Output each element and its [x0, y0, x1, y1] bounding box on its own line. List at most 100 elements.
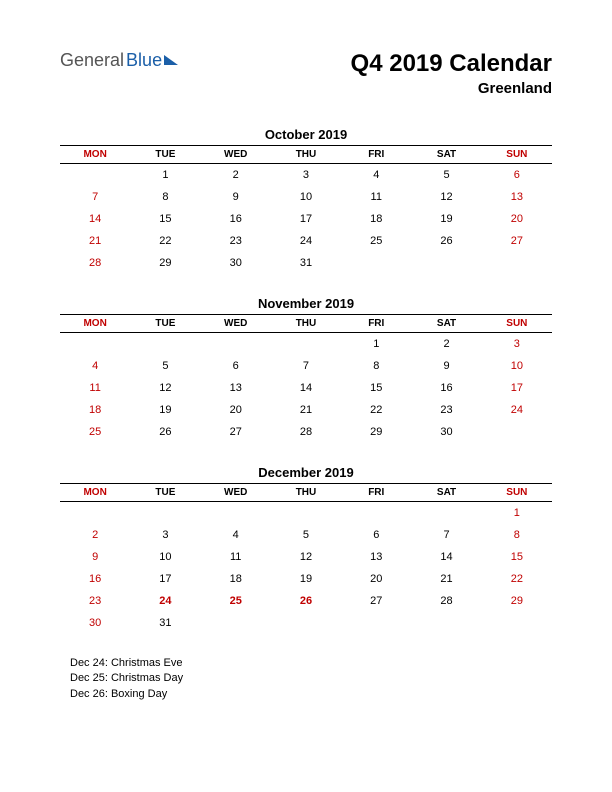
calendar-cell: 14	[60, 208, 130, 230]
calendar-cell: 6	[201, 355, 271, 377]
month-title: October 2019	[60, 127, 552, 142]
calendar-cell: 27	[341, 590, 411, 612]
day-header: FRI	[341, 484, 411, 502]
day-header: WED	[201, 484, 271, 502]
calendar-row: 28293031	[60, 252, 552, 274]
calendar-cell	[482, 612, 552, 634]
calendar-cell: 7	[60, 186, 130, 208]
calendar-cell: 5	[271, 524, 341, 546]
month-title: November 2019	[60, 296, 552, 311]
calendar-cell: 28	[411, 590, 481, 612]
calendar-cell	[130, 333, 200, 356]
calendar-cell	[341, 612, 411, 634]
calendar-cell: 16	[411, 377, 481, 399]
holiday-note-line: Dec 25: Christmas Day	[70, 671, 552, 686]
calendar-cell: 16	[201, 208, 271, 230]
calendar-row: 123456	[60, 164, 552, 187]
calendar-cell: 24	[271, 230, 341, 252]
calendar-cell: 5	[130, 355, 200, 377]
calendar-cell: 18	[341, 208, 411, 230]
day-header: SAT	[411, 146, 481, 164]
calendar-cell: 18	[201, 568, 271, 590]
calendar-cell: 25	[341, 230, 411, 252]
calendar-row: 14151617181920	[60, 208, 552, 230]
calendar-cell: 1	[341, 333, 411, 356]
day-header: SAT	[411, 315, 481, 333]
calendar-table: MONTUEWEDTHUFRISATSUN1234567891011121314…	[60, 145, 552, 274]
months-container: October 2019MONTUEWEDTHUFRISATSUN1234567…	[60, 127, 552, 634]
calendar-cell	[60, 502, 130, 525]
calendar-cell: 30	[60, 612, 130, 634]
day-header: SUN	[482, 484, 552, 502]
calendar-cell: 10	[130, 546, 200, 568]
calendar-cell: 21	[60, 230, 130, 252]
calendar-cell: 9	[411, 355, 481, 377]
day-header: SAT	[411, 484, 481, 502]
day-header: THU	[271, 315, 341, 333]
calendar-cell: 28	[271, 421, 341, 443]
calendar-row: 2345678	[60, 524, 552, 546]
month-block: November 2019MONTUEWEDTHUFRISATSUN123456…	[60, 296, 552, 443]
calendar-cell: 1	[130, 164, 200, 187]
calendar-cell: 2	[411, 333, 481, 356]
calendar-cell	[271, 502, 341, 525]
logo-triangle-icon	[164, 55, 178, 65]
calendar-cell: 17	[130, 568, 200, 590]
calendar-cell: 19	[130, 399, 200, 421]
calendar-cell: 22	[341, 399, 411, 421]
page-title: Q4 2019 Calendar	[351, 50, 552, 78]
calendar-cell: 12	[411, 186, 481, 208]
calendar-cell: 13	[201, 377, 271, 399]
calendar-row: 11121314151617	[60, 377, 552, 399]
calendar-cell: 7	[271, 355, 341, 377]
calendar-cell: 9	[60, 546, 130, 568]
calendar-cell: 20	[341, 568, 411, 590]
calendar-cell: 13	[341, 546, 411, 568]
calendar-cell: 27	[482, 230, 552, 252]
calendar-cell: 1	[482, 502, 552, 525]
calendar-cell: 11	[60, 377, 130, 399]
day-header: MON	[60, 315, 130, 333]
calendar-cell	[341, 252, 411, 274]
calendar-cell: 12	[130, 377, 200, 399]
calendar-cell: 23	[411, 399, 481, 421]
calendar-cell: 4	[341, 164, 411, 187]
calendar-cell: 2	[201, 164, 271, 187]
calendar-cell: 30	[201, 252, 271, 274]
calendar-cell	[482, 252, 552, 274]
calendar-cell: 29	[482, 590, 552, 612]
calendar-cell: 24	[130, 590, 200, 612]
calendar-cell: 27	[201, 421, 271, 443]
calendar-cell: 14	[411, 546, 481, 568]
calendar-cell: 5	[411, 164, 481, 187]
day-header: FRI	[341, 315, 411, 333]
calendar-page: General Blue Q4 2019 Calendar Greenland …	[0, 0, 612, 732]
calendar-row: 252627282930	[60, 421, 552, 443]
calendar-table: MONTUEWEDTHUFRISATSUN1234567891011121314…	[60, 314, 552, 443]
calendar-cell: 3	[482, 333, 552, 356]
header-row: General Blue Q4 2019 Calendar Greenland	[60, 50, 552, 97]
calendar-cell	[341, 502, 411, 525]
calendar-cell: 31	[271, 252, 341, 274]
calendar-row: 23242526272829	[60, 590, 552, 612]
calendar-cell: 8	[341, 355, 411, 377]
calendar-cell: 23	[201, 230, 271, 252]
calendar-cell: 11	[341, 186, 411, 208]
calendar-cell: 2	[60, 524, 130, 546]
calendar-cell	[201, 333, 271, 356]
calendar-cell: 3	[271, 164, 341, 187]
calendar-cell: 25	[60, 421, 130, 443]
month-block: October 2019MONTUEWEDTHUFRISATSUN1234567…	[60, 127, 552, 274]
calendar-row: 9101112131415	[60, 546, 552, 568]
day-header: TUE	[130, 484, 200, 502]
calendar-cell: 19	[411, 208, 481, 230]
calendar-cell	[411, 502, 481, 525]
day-header: THU	[271, 146, 341, 164]
calendar-cell: 31	[130, 612, 200, 634]
calendar-cell: 16	[60, 568, 130, 590]
holiday-note-line: Dec 24: Christmas Eve	[70, 656, 552, 671]
holiday-notes: Dec 24: Christmas EveDec 25: Christmas D…	[70, 656, 552, 702]
calendar-cell: 11	[201, 546, 271, 568]
calendar-cell: 15	[341, 377, 411, 399]
day-header: SUN	[482, 146, 552, 164]
